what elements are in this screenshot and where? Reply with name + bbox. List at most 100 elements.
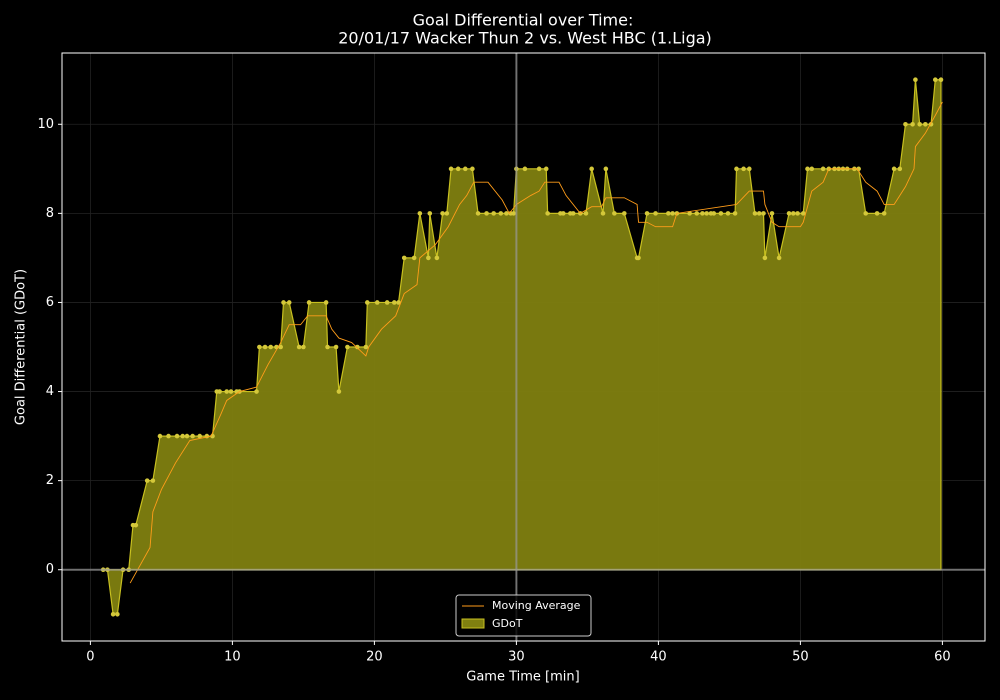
data-point xyxy=(286,300,292,305)
data-point xyxy=(504,211,509,216)
data-point xyxy=(484,211,489,216)
data-point xyxy=(734,166,739,172)
data-point xyxy=(325,344,330,350)
data-point xyxy=(363,344,369,350)
data-point xyxy=(426,255,431,261)
data-point xyxy=(174,433,180,439)
data-point xyxy=(732,211,738,216)
data-point xyxy=(268,344,274,350)
data-point xyxy=(355,344,360,350)
data-point xyxy=(863,211,869,216)
data-point xyxy=(345,344,350,350)
data-point xyxy=(462,166,468,172)
data-point xyxy=(115,611,120,617)
data-point xyxy=(448,166,454,172)
data-point xyxy=(704,211,709,216)
area xyxy=(103,79,942,615)
data-point xyxy=(570,211,576,216)
data-point xyxy=(881,211,887,216)
data-point xyxy=(455,166,461,172)
data-point xyxy=(910,121,915,127)
data-point xyxy=(417,211,423,216)
y-tick-label: 8 xyxy=(46,206,54,221)
data-point xyxy=(636,255,641,261)
data-point xyxy=(583,211,589,216)
data-point xyxy=(278,344,283,350)
x-tick-label: 10 xyxy=(224,650,241,665)
data-point xyxy=(644,211,650,216)
data-point xyxy=(224,389,230,394)
legend-box xyxy=(455,594,592,637)
data-point xyxy=(891,166,897,172)
data-point xyxy=(411,255,417,261)
legend-label: GDoT xyxy=(492,617,523,630)
data-point xyxy=(752,211,758,216)
data-point xyxy=(444,211,450,216)
data-point xyxy=(653,211,658,216)
data-point xyxy=(795,211,800,216)
plot-frame xyxy=(61,52,986,642)
data-point xyxy=(874,211,880,216)
y-tick-label: 10 xyxy=(37,117,54,132)
y-tick-label: 4 xyxy=(46,384,54,399)
data-point xyxy=(694,211,700,216)
data-point xyxy=(301,344,306,350)
data-point xyxy=(746,166,752,172)
data-point xyxy=(791,211,796,216)
data-point xyxy=(434,255,440,261)
x-tick-label: 0 xyxy=(86,650,94,665)
data-point xyxy=(612,211,617,216)
line xyxy=(129,101,943,584)
data-point xyxy=(511,211,516,216)
data-point xyxy=(475,211,481,216)
data-point xyxy=(786,211,792,216)
data-point xyxy=(333,344,339,350)
legend-label: Moving Average xyxy=(492,599,581,612)
data-point xyxy=(401,255,407,261)
data-point xyxy=(711,211,717,216)
data-point xyxy=(761,211,766,216)
data-point xyxy=(440,211,445,216)
x-tick-label: 40 xyxy=(650,650,667,665)
data-point xyxy=(323,300,329,305)
data-point xyxy=(913,77,918,83)
data-point xyxy=(190,433,195,439)
data-point xyxy=(133,522,139,528)
data-point xyxy=(336,389,342,394)
data-point xyxy=(427,211,433,216)
data-point xyxy=(600,211,606,216)
data-point xyxy=(725,211,731,216)
data-point xyxy=(560,211,566,216)
data-point xyxy=(897,166,903,172)
data-point xyxy=(150,478,156,483)
data-point xyxy=(543,166,549,172)
data-point xyxy=(800,211,806,216)
data-point xyxy=(498,211,504,216)
data-point xyxy=(306,300,312,305)
data-point xyxy=(217,389,222,394)
data-point xyxy=(622,211,627,216)
y-axis-label: Goal Differential (GDoT) xyxy=(14,269,29,425)
data-point xyxy=(384,300,390,305)
data-point xyxy=(157,433,163,439)
data-point xyxy=(262,344,268,350)
legend: Moving Average GDoT xyxy=(455,594,592,637)
data-point xyxy=(776,255,782,261)
data-point xyxy=(933,77,938,83)
data-point xyxy=(589,166,594,172)
data-point xyxy=(545,211,550,216)
y-tick-label: 2 xyxy=(46,473,54,488)
data-point xyxy=(522,166,528,172)
data-point xyxy=(903,121,908,127)
data-point xyxy=(110,611,116,617)
y-tick-label: 6 xyxy=(46,295,54,310)
data-point xyxy=(396,300,401,305)
legend-swatch xyxy=(461,618,485,629)
data-point xyxy=(296,344,302,350)
data-point xyxy=(391,300,397,305)
y-tick-label: 0 xyxy=(46,562,54,577)
data-point xyxy=(769,211,775,216)
chart-title: Goal Differential over Time: xyxy=(413,11,634,30)
